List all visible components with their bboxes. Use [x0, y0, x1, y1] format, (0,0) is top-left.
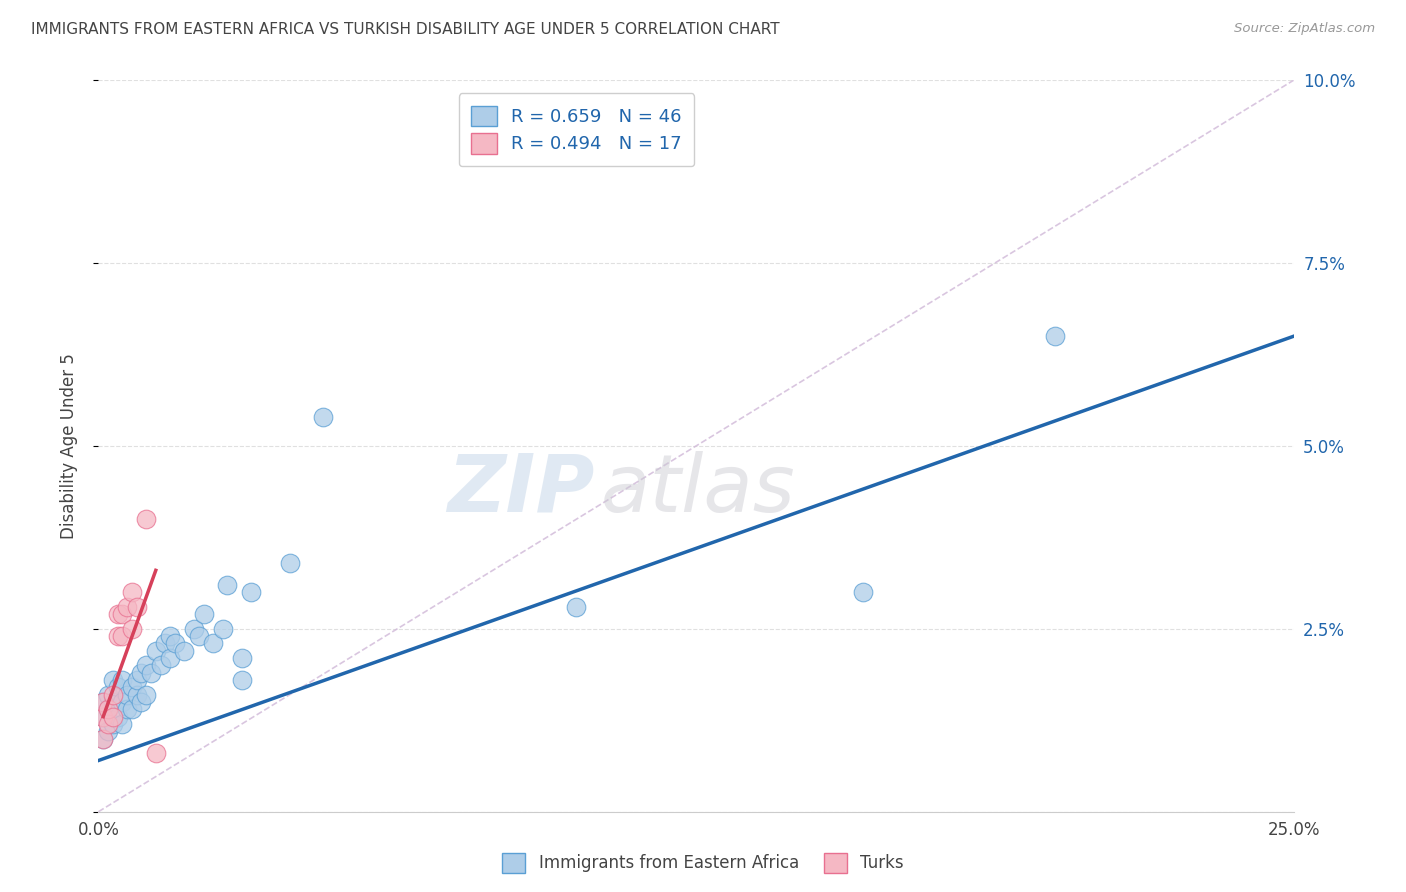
Point	[91, 709, 114, 723]
Point	[101, 717, 124, 731]
Point	[111, 607, 134, 622]
Point	[115, 599, 138, 614]
Text: IMMIGRANTS FROM EASTERN AFRICA VS TURKISH DISABILITY AGE UNDER 5 CORRELATION CHA: IMMIGRANTS FROM EASTERN AFRICA VS TURKIS…	[31, 22, 779, 37]
Point	[101, 688, 124, 702]
Point	[101, 709, 124, 723]
Point	[145, 746, 167, 760]
Point	[240, 585, 263, 599]
Point	[91, 709, 114, 723]
Point	[97, 702, 120, 716]
Point	[131, 665, 153, 680]
Point	[121, 585, 143, 599]
Point	[91, 695, 114, 709]
Point	[115, 702, 138, 716]
Point	[139, 665, 162, 680]
Point	[111, 673, 134, 687]
Point	[125, 673, 148, 687]
Y-axis label: Disability Age Under 5: Disability Age Under 5	[59, 353, 77, 539]
Legend: R = 0.659   N = 46, R = 0.494   N = 17: R = 0.659 N = 46, R = 0.494 N = 17	[458, 93, 695, 166]
Point	[101, 673, 124, 687]
Text: atlas: atlas	[600, 450, 796, 529]
Point	[149, 658, 172, 673]
Legend: Immigrants from Eastern Africa, Turks: Immigrants from Eastern Africa, Turks	[495, 847, 911, 880]
Point	[312, 409, 335, 424]
Point	[202, 636, 225, 650]
Point	[97, 717, 120, 731]
Point	[111, 717, 134, 731]
Text: Source: ZipAtlas.com: Source: ZipAtlas.com	[1234, 22, 1375, 36]
Point	[125, 599, 148, 614]
Point	[111, 629, 134, 643]
Point	[217, 578, 239, 592]
Point	[107, 709, 129, 723]
Point	[1043, 329, 1066, 343]
Point	[187, 629, 209, 643]
Point	[231, 651, 253, 665]
Point	[97, 702, 120, 716]
Point	[111, 695, 134, 709]
Point	[107, 629, 129, 643]
Point	[173, 644, 195, 658]
Text: ZIP: ZIP	[447, 450, 595, 529]
Point	[211, 622, 233, 636]
Point	[107, 607, 129, 622]
Point	[159, 629, 181, 643]
Point	[131, 695, 153, 709]
Point	[107, 681, 129, 695]
Point	[91, 695, 114, 709]
Point	[121, 681, 143, 695]
Point	[91, 731, 114, 746]
Point	[135, 688, 157, 702]
Point	[852, 585, 875, 599]
Point	[121, 622, 143, 636]
Point	[91, 731, 114, 746]
Point	[565, 599, 588, 614]
Point	[115, 688, 138, 702]
Point	[163, 636, 186, 650]
Point	[183, 622, 205, 636]
Point	[125, 688, 148, 702]
Point	[135, 512, 157, 526]
Point	[145, 644, 167, 658]
Point	[121, 702, 143, 716]
Point	[278, 556, 301, 570]
Point	[135, 658, 157, 673]
Point	[101, 695, 124, 709]
Point	[159, 651, 181, 665]
Point	[97, 724, 120, 739]
Point	[231, 673, 253, 687]
Point	[155, 636, 177, 650]
Point	[193, 607, 215, 622]
Point	[97, 688, 120, 702]
